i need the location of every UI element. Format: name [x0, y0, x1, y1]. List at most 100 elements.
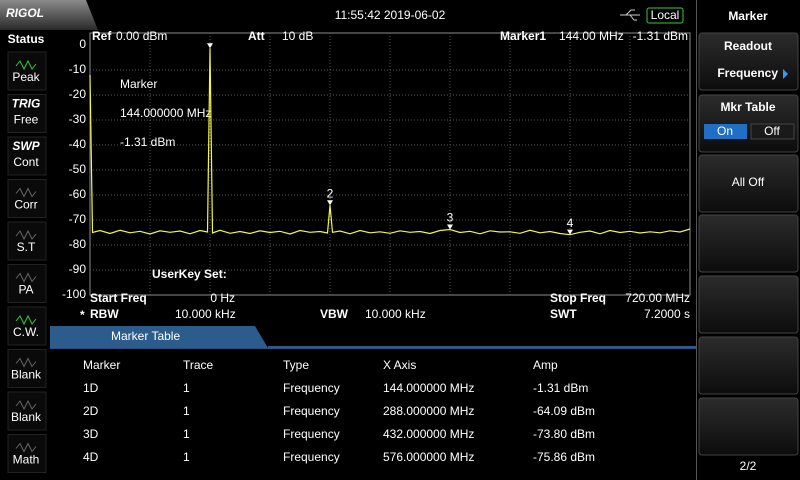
swt-value: 7.2000 s: [644, 307, 690, 321]
status-label: C.W.: [13, 325, 39, 339]
table-tab: [50, 326, 268, 348]
vbw-label: VBW: [320, 307, 349, 321]
table-cell: Frequency: [283, 381, 340, 395]
column-header: Trace: [183, 358, 214, 372]
status-cell: [7, 94, 47, 133]
y-tick-label: -10: [69, 62, 87, 76]
toggle-on[interactable]: [704, 124, 747, 139]
status-cell: [7, 51, 47, 91]
table-cell: 1: [183, 450, 190, 464]
status-cell: [7, 264, 47, 303]
softkey[interactable]: [698, 214, 799, 273]
softkey[interactable]: [698, 397, 799, 456]
status-icon: [15, 229, 37, 241]
status-icon: [15, 357, 37, 368]
table-cell: Frequency: [283, 404, 340, 418]
column-header: Amp: [533, 358, 558, 372]
remote-box: [646, 7, 684, 24]
status-cell: [7, 391, 47, 431]
toggle-on-label: On: [717, 124, 733, 138]
status-label: Corr: [14, 198, 37, 212]
status-title: Status: [8, 32, 45, 46]
rbw-flag: *: [80, 308, 85, 322]
rbw-label: RBW: [90, 307, 119, 321]
status-cell: [7, 306, 47, 346]
status-icon: [15, 187, 37, 198]
spectrum-trace: [89, 48, 691, 236]
column-header: Type: [283, 358, 309, 372]
brand: RIGOL: [6, 6, 44, 20]
status-icon: [15, 314, 37, 326]
softkey[interactable]: [698, 336, 799, 395]
status-icon: [15, 59, 37, 71]
datetime: 11:55:42 2019-06-02: [335, 8, 446, 22]
table-cell: 2D: [83, 404, 99, 418]
y-tick-label: -80: [69, 237, 87, 251]
y-tick-label: -20: [69, 87, 87, 101]
column-header: Marker: [83, 358, 120, 372]
ref-label: Ref: [92, 29, 112, 43]
softkey[interactable]: [698, 32, 799, 91]
softkey-arrow: [783, 69, 788, 79]
softkey-label: Readout: [724, 39, 772, 53]
toggle-off-label: Off: [764, 124, 780, 138]
marker-freq: 144.00 MHz: [559, 29, 624, 43]
marker-number: 3: [447, 211, 454, 225]
table-cell: -1.31 dBm: [533, 381, 588, 395]
y-tick-label: -90: [69, 262, 87, 276]
softkey[interactable]: [698, 154, 799, 213]
table-panel: [50, 324, 696, 480]
status-tag: SWP: [12, 139, 40, 153]
status-label: PA: [18, 283, 33, 297]
table-cell: -64.09 dBm: [533, 404, 595, 418]
menu-title: Marker: [728, 9, 768, 23]
table-cell: 1: [183, 404, 190, 418]
status-tag: TRIG: [12, 97, 41, 111]
marker-label: Marker1: [500, 29, 546, 43]
marker-readout: -1.31 dBm: [120, 135, 175, 149]
table-cell: 288.000000 MHz: [383, 404, 474, 418]
status-icon: [15, 272, 37, 283]
table-cell: -73.80 dBm: [533, 427, 595, 441]
stop-label: Stop Freq: [550, 291, 606, 305]
status-label: Blank: [11, 410, 42, 424]
table-rule: [50, 348, 696, 349]
marker-point: [447, 224, 453, 230]
logo-box: [0, 0, 98, 30]
y-tick-label: -60: [69, 187, 87, 201]
table-cell: 1: [183, 427, 190, 441]
marker-readout: Marker: [120, 77, 157, 91]
table-cell: 576.000000 MHz: [383, 450, 474, 464]
y-tick-label: -70: [69, 212, 87, 226]
stop-value: 720.00 MHz: [625, 291, 690, 305]
y-tick-label: -100: [62, 287, 86, 301]
start-label: Start Freq: [90, 291, 147, 305]
table-tab-line: [268, 346, 696, 348]
status-label: Blank: [11, 368, 42, 382]
toggle-off[interactable]: [750, 123, 795, 140]
y-tick-label: 0: [79, 37, 86, 51]
marker-point: [327, 200, 333, 206]
status-label: Peak: [12, 70, 40, 84]
rbw-value: 10.000 kHz: [175, 307, 236, 321]
swt-label: SWT: [550, 307, 577, 321]
marker-point: [567, 229, 573, 235]
usb-icon: [620, 9, 640, 21]
marker-amp: -1.31 dBm: [633, 29, 688, 43]
status-cell: [7, 349, 47, 388]
status-icon: [15, 442, 37, 453]
att-label: Att: [248, 29, 265, 43]
table-cell: Frequency: [283, 450, 340, 464]
menu-page: 2/2: [740, 459, 757, 473]
ref-value: 0.00 dBm: [116, 29, 167, 43]
y-tick-label: -40: [69, 137, 87, 151]
remote-status: Local: [651, 8, 680, 22]
softkey-value: Frequency: [717, 66, 778, 80]
table-cell: 4D: [83, 450, 99, 464]
table-cell: 144.000000 MHz: [383, 381, 474, 395]
y-tick-label: -30: [69, 112, 87, 126]
softkey[interactable]: [698, 275, 799, 334]
marker-point: [207, 43, 213, 49]
marker-number: 4: [567, 216, 574, 230]
marker-readout: 144.000000 MHz: [120, 106, 211, 120]
